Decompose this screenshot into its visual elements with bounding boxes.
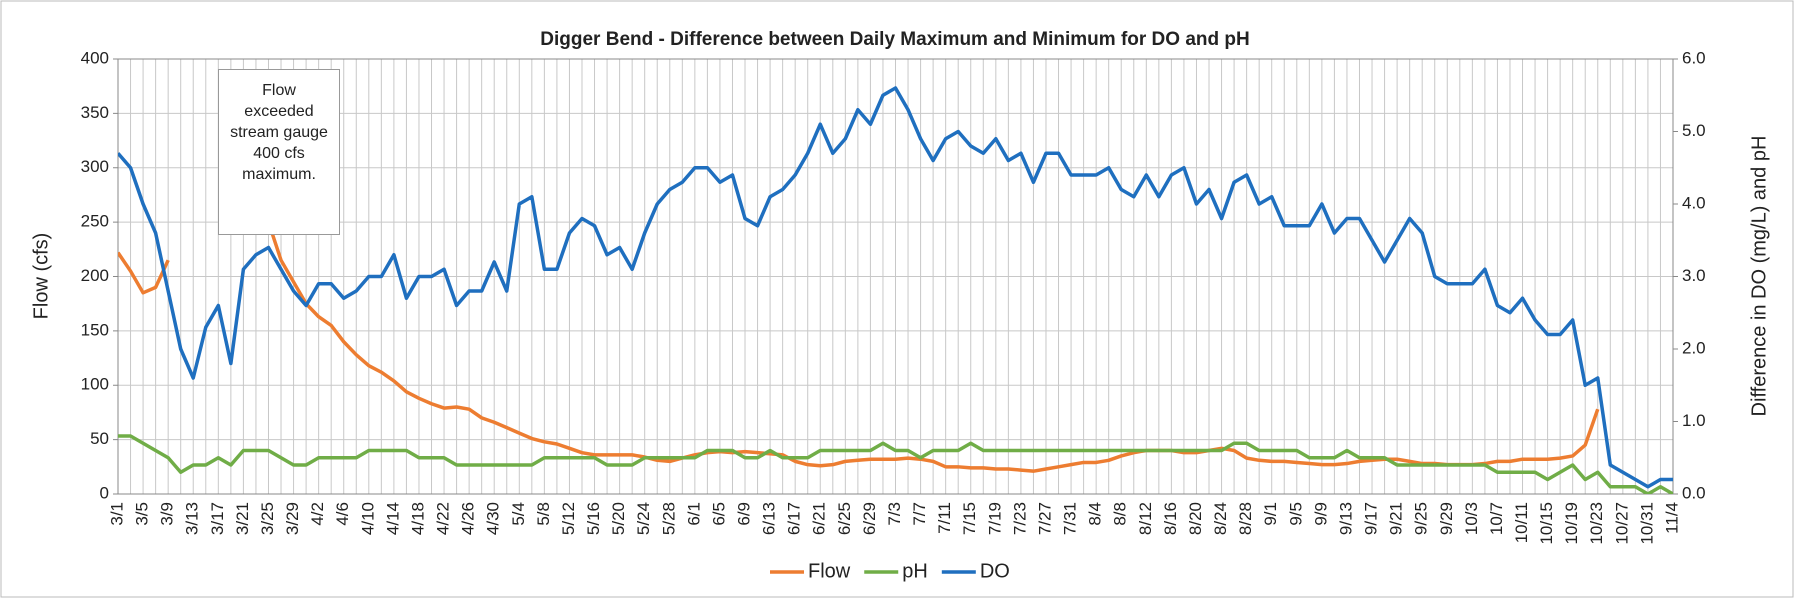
legend-label: pH xyxy=(902,560,928,582)
x-tick-label: 10/31 xyxy=(1637,502,1656,545)
x-tick-label: 6/5 xyxy=(709,502,728,526)
x-tick-label: 3/1 xyxy=(107,502,126,526)
x-tick-label: 3/5 xyxy=(133,502,152,526)
plot-area xyxy=(118,86,1673,494)
y2-tick-label: 3.0 xyxy=(1682,266,1706,285)
x-tick-label: 10/11 xyxy=(1512,502,1531,543)
y2-axis-label: Difference in DO (mg/L) and pH xyxy=(1748,136,1770,417)
y-tick-label: 350 xyxy=(81,103,109,122)
x-tick-label: 8/4 xyxy=(1086,502,1105,526)
x-tick-label: 7/7 xyxy=(910,502,929,526)
y-tick-label: 200 xyxy=(81,266,109,285)
x-tick-label: 7/3 xyxy=(885,502,904,526)
x-tick-label: 9/29 xyxy=(1437,502,1456,535)
x-tick-label: 3/25 xyxy=(258,502,277,535)
series-line xyxy=(118,86,1673,489)
x-tick-label: 10/3 xyxy=(1462,502,1481,535)
y-tick-label: 300 xyxy=(81,157,109,176)
x-tick-label: 5/24 xyxy=(634,502,653,535)
x-tick-label: 8/8 xyxy=(1111,502,1130,526)
chart-title: Digger Bend - Difference between Daily M… xyxy=(540,29,1249,50)
x-tick-label: 4/10 xyxy=(358,502,377,535)
x-tick-label: 9/25 xyxy=(1412,502,1431,535)
y2-tick-label: 4.0 xyxy=(1682,193,1706,212)
legend-label: DO xyxy=(980,560,1010,582)
legend-label: Flow xyxy=(808,560,851,582)
x-tick-label: 9/9 xyxy=(1311,502,1330,526)
x-tick-label: 11/4 xyxy=(1662,502,1681,534)
x-tick-label: 5/16 xyxy=(584,502,603,535)
x-tick-label: 4/18 xyxy=(408,502,427,535)
x-tick-label: 6/1 xyxy=(684,502,703,526)
x-tick-label: 7/19 xyxy=(985,502,1004,535)
x-tick-label: 4/30 xyxy=(484,502,503,535)
x-tick-label: 8/12 xyxy=(1136,502,1155,535)
x-tick-label: 10/7 xyxy=(1487,502,1506,535)
x-tick-label: 9/13 xyxy=(1336,502,1355,535)
y-tick-label: 100 xyxy=(81,375,109,394)
x-tick-label: 5/12 xyxy=(559,502,578,535)
x-tick-label: 3/13 xyxy=(183,502,202,535)
y-tick-label: 150 xyxy=(81,320,109,339)
x-tick-label: 4/22 xyxy=(434,502,453,535)
x-tick-label: 10/23 xyxy=(1587,502,1606,545)
y2-tick-label: 2.0 xyxy=(1682,338,1706,357)
y-tick-label: 0 xyxy=(100,483,109,502)
y2-tick-label: 6.0 xyxy=(1682,48,1706,67)
x-tick-label: 3/21 xyxy=(233,502,252,535)
x-tick-label: 5/4 xyxy=(509,502,528,526)
y-tick-label: 400 xyxy=(81,48,109,67)
x-tick-label: 4/14 xyxy=(383,502,402,535)
x-tick-label: 5/20 xyxy=(609,502,628,535)
x-tick-label: 10/15 xyxy=(1537,502,1556,545)
series-line xyxy=(118,434,1673,494)
x-tick-label: 9/17 xyxy=(1362,502,1381,535)
x-tick-label: 5/28 xyxy=(659,502,678,535)
x-tick-label: 4/2 xyxy=(308,502,327,526)
x-tick-label: 9/21 xyxy=(1387,502,1406,535)
x-tick-label: 7/23 xyxy=(1010,502,1029,535)
x-tick-label: 7/11 xyxy=(935,502,954,534)
x-tick-label: 4/6 xyxy=(333,502,352,526)
y2-tick-label: 5.0 xyxy=(1682,121,1706,140)
x-tick-label: 6/29 xyxy=(860,502,879,535)
x-tick-label: 3/29 xyxy=(283,502,302,535)
y2-tick-label: 1.0 xyxy=(1682,411,1706,430)
series-line xyxy=(254,167,1600,473)
x-tick-label: 9/1 xyxy=(1261,502,1280,526)
annotation: Flow exceeded stream gauge 400 cfs maxim… xyxy=(218,69,340,235)
x-tick-label: 7/15 xyxy=(960,502,979,535)
x-tick-label: 8/28 xyxy=(1236,502,1255,535)
x-tick-label: 6/21 xyxy=(810,502,829,535)
x-tick-label: 10/19 xyxy=(1562,502,1581,545)
y-tick-label: 50 xyxy=(90,429,109,448)
x-tick-label: 8/16 xyxy=(1161,502,1180,535)
x-tick-label: 8/20 xyxy=(1186,502,1205,535)
x-tick-label: 3/9 xyxy=(158,502,177,526)
x-tick-label: 6/9 xyxy=(735,502,754,526)
plot-border xyxy=(117,58,1674,495)
x-tick-label: 3/17 xyxy=(208,502,227,535)
series-line xyxy=(118,251,170,295)
x-tick-label: 6/25 xyxy=(835,502,854,535)
x-tick-label: 6/17 xyxy=(785,502,804,535)
x-tick-label: 4/26 xyxy=(459,502,478,535)
y-axis-label: Flow (cfs) xyxy=(30,233,52,320)
x-tick-label: 5/8 xyxy=(534,502,553,526)
y2-tick-label: 0.0 xyxy=(1682,483,1706,502)
x-tick-label: 7/27 xyxy=(1035,502,1054,535)
x-tick-label: 9/5 xyxy=(1286,502,1305,526)
x-tick-label: 8/24 xyxy=(1211,502,1230,535)
x-tick-label: 6/13 xyxy=(760,502,779,535)
x-tick-label: 7/31 xyxy=(1061,502,1080,535)
x-tick-label: 10/27 xyxy=(1612,502,1631,545)
y-tick-label: 250 xyxy=(81,212,109,231)
